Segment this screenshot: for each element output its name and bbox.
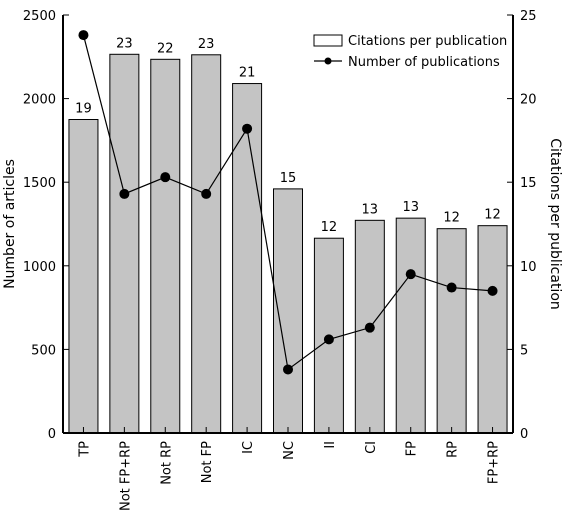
legend: Citations per publication Number of publ… (313, 34, 507, 70)
x-tick-label-8: FP (405, 441, 420, 456)
y-tick-label-0: 0 (48, 427, 56, 442)
y2-axis-title: Citations per publication (547, 138, 563, 310)
bar-label-1: 23 (116, 36, 133, 51)
bar-3 (191, 54, 222, 434)
line-point-7 (364, 322, 375, 333)
bar-label-7: 13 (362, 202, 379, 217)
x-tick-label-7: CI (364, 441, 379, 454)
line-point-3 (201, 188, 212, 199)
bars-layer: 19 23 22 23 21 15 12 13 13 12 12 (68, 36, 508, 434)
y-axis-title: Number of articles (2, 159, 18, 289)
bar-label-10: 12 (484, 208, 501, 223)
legend-line-label: Number of publications (348, 55, 500, 70)
y2-tick-label-2: 10 (520, 260, 537, 275)
bar-label-0: 19 (75, 102, 92, 117)
line-point-4 (242, 123, 253, 134)
line-point-9 (446, 282, 457, 293)
bar-4 (232, 83, 263, 434)
bar-label-8: 13 (402, 200, 419, 215)
bar-label-9: 12 (443, 211, 460, 226)
bar-label-6: 12 (321, 220, 338, 235)
x-tick-label-2: Not RP (159, 441, 174, 485)
line-point-8 (405, 269, 416, 280)
x-tick-label-3: Not FP (200, 441, 215, 483)
y-tick-label-2: 1000 (23, 260, 56, 275)
line-point-1 (119, 188, 130, 199)
bar-9 (436, 228, 467, 434)
line-point-0 (78, 30, 89, 41)
y-tick-label-3: 1500 (23, 176, 56, 191)
bar-label-2: 22 (157, 41, 174, 56)
x-tick-label-9: RP (446, 441, 461, 458)
y2-tick-label-0: 0 (520, 427, 528, 442)
y-tick-label-1: 500 (31, 343, 56, 358)
y2-tick-label-1: 5 (520, 343, 528, 358)
y2-tick-label-4: 20 (520, 93, 537, 108)
line-point-5 (283, 364, 293, 375)
legend-bar-swatch (313, 34, 343, 47)
x-tick-label-0: TP (77, 441, 92, 458)
y2-tick-label-5: 25 (520, 9, 537, 24)
bar-2 (150, 58, 181, 434)
bar-0 (68, 119, 99, 434)
x-tick-label-4: IC (241, 441, 256, 454)
line-point-2 (160, 172, 171, 183)
y-tick-label-5: 2500 (23, 9, 56, 24)
bar-label-3: 23 (198, 37, 215, 52)
y2-tick-label-3: 15 (520, 176, 537, 191)
bar-1 (109, 53, 140, 434)
bar-label-4: 21 (239, 66, 256, 81)
y-tick-label-4: 2000 (23, 93, 56, 108)
x-tick-label-5: NC (282, 441, 297, 460)
line-point-10 (487, 285, 498, 296)
x-tick-label-10: FP+RP (487, 441, 502, 484)
axes-layer: 0 500 1000 1500 2000 2500 0 5 10 15 20 25 TP Not FP+R… (23, 9, 537, 511)
x-tick-label-1: Not FP+RP (118, 441, 133, 511)
bar-8 (395, 217, 426, 434)
bar-10 (477, 225, 508, 434)
line-point-6 (323, 334, 334, 345)
x-tick-label-6: II (323, 441, 338, 449)
legend-bar-label: Citations per publication (348, 34, 507, 49)
bar-label-5: 15 (280, 171, 297, 186)
line-layer (78, 30, 498, 375)
legend-line-marker (324, 57, 332, 65)
